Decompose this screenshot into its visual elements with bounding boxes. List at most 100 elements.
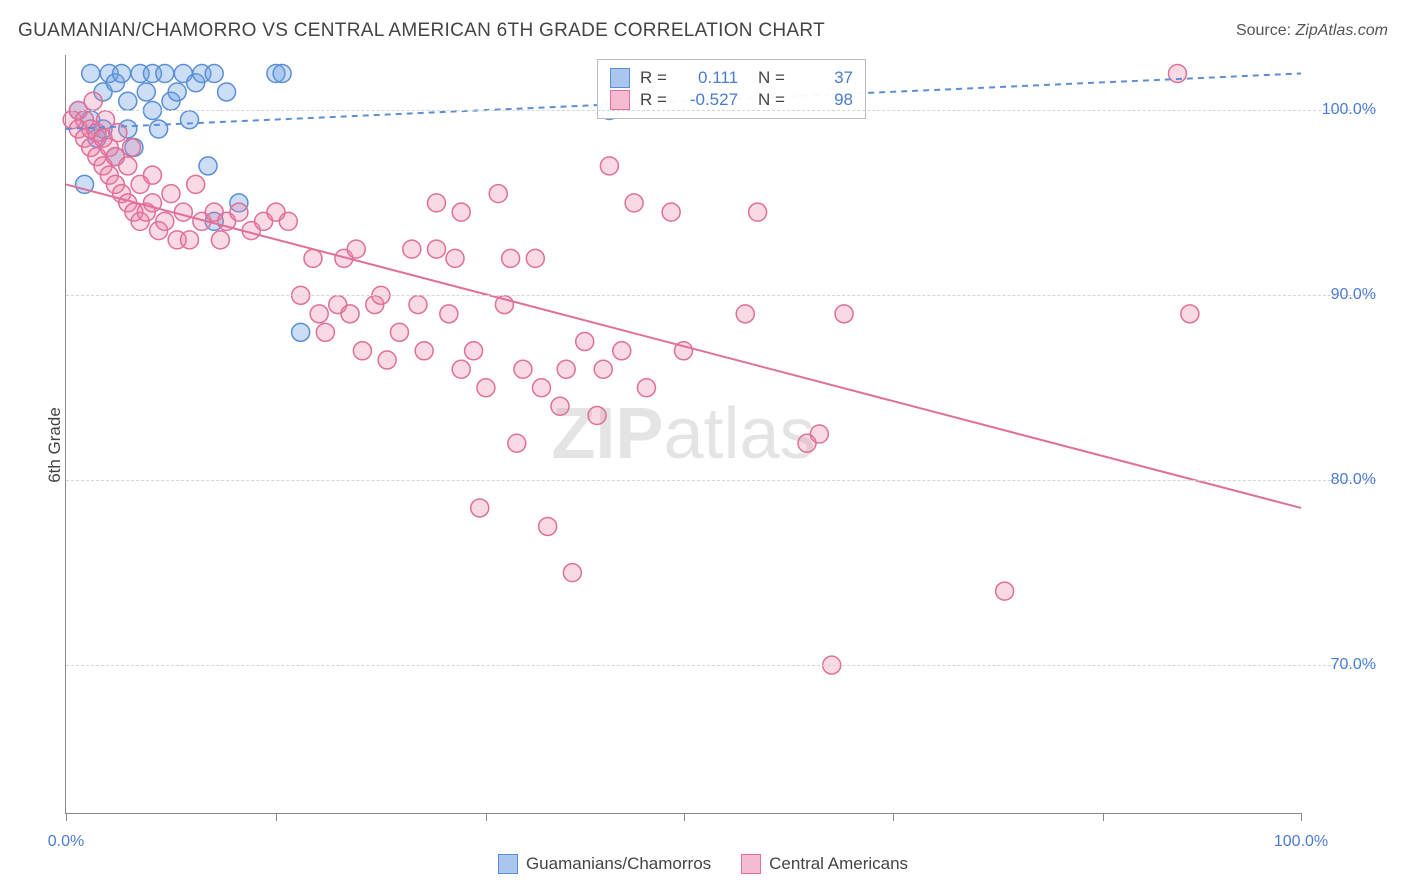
x-tick (66, 813, 67, 821)
source-value: ZipAtlas.com (1296, 22, 1388, 39)
data-point (594, 360, 612, 378)
y-tick-label: 100.0% (1306, 101, 1376, 119)
x-tick (1103, 813, 1104, 821)
data-point (119, 92, 137, 110)
data-point (304, 249, 322, 267)
data-point (446, 249, 464, 267)
data-point (84, 92, 102, 110)
data-point (465, 342, 483, 360)
legend-label: Guamanians/Chamorros (526, 854, 711, 874)
data-point (508, 434, 526, 452)
data-point (150, 120, 168, 138)
data-point (428, 240, 446, 258)
data-point (600, 157, 618, 175)
legend-item: Guamanians/Chamorros (498, 854, 711, 874)
data-point (749, 203, 767, 221)
data-point (625, 194, 643, 212)
data-point (514, 360, 532, 378)
r-value: 0.111 (680, 68, 738, 88)
data-point (187, 175, 205, 193)
data-point (181, 111, 199, 129)
data-point (156, 64, 174, 82)
r-value: -0.527 (680, 90, 738, 110)
source-attribution: Source: ZipAtlas.com (1236, 22, 1388, 40)
data-point (588, 407, 606, 425)
data-point (211, 231, 229, 249)
legend-swatch (610, 68, 630, 88)
gridline (66, 110, 1376, 111)
data-point (637, 379, 655, 397)
data-point (526, 249, 544, 267)
data-point (428, 194, 446, 212)
data-point (82, 64, 100, 82)
n-label: N = (758, 90, 785, 110)
data-point (557, 360, 575, 378)
legend-swatch (610, 90, 630, 110)
y-tick-label: 70.0% (1306, 656, 1376, 674)
data-point (996, 582, 1014, 600)
data-point (613, 342, 631, 360)
data-point (119, 157, 137, 175)
data-point (353, 342, 371, 360)
data-point (662, 203, 680, 221)
data-point (122, 138, 140, 156)
data-point (378, 351, 396, 369)
data-point (279, 212, 297, 230)
n-value: 37 (795, 68, 853, 88)
data-point (489, 185, 507, 203)
plot-area: ZIPatlas R =0.111N =37R =-0.527N =98 70.… (65, 55, 1301, 814)
data-point (292, 323, 310, 341)
y-axis-label: 6th Grade (45, 407, 65, 483)
data-point (347, 240, 365, 258)
data-point (316, 323, 334, 341)
gridline (66, 665, 1376, 666)
data-point (273, 64, 291, 82)
bottom-legend: Guamanians/Chamorros Central Americans (0, 854, 1406, 874)
data-point (162, 185, 180, 203)
data-point (174, 203, 192, 221)
source-label: Source: (1236, 22, 1291, 39)
data-point (810, 425, 828, 443)
y-tick-label: 80.0% (1306, 471, 1376, 489)
x-tick (1301, 813, 1302, 821)
data-point (1181, 305, 1199, 323)
data-point (736, 305, 754, 323)
data-point (143, 166, 161, 184)
x-tick (684, 813, 685, 821)
data-point (551, 397, 569, 415)
data-point (403, 240, 421, 258)
chart-title: GUAMANIAN/CHAMORRO VS CENTRAL AMERICAN 6… (18, 20, 825, 42)
data-point (181, 231, 199, 249)
r-label: R = (640, 90, 670, 110)
data-point (539, 517, 557, 535)
x-tick-label: 100.0% (1274, 833, 1328, 851)
data-point (230, 203, 248, 221)
gridline (66, 480, 1376, 481)
y-tick-label: 90.0% (1306, 286, 1376, 304)
data-point (477, 379, 495, 397)
data-point (113, 64, 131, 82)
data-point (452, 360, 470, 378)
data-point (205, 64, 223, 82)
data-point (218, 83, 236, 101)
data-point (341, 305, 359, 323)
data-point (137, 83, 155, 101)
n-value: 98 (795, 90, 853, 110)
data-point (452, 203, 470, 221)
stats-row: R = -0.527 N = 98 (610, 90, 853, 110)
legend-label: Central Americans (769, 854, 908, 874)
x-tick (486, 813, 487, 821)
data-point (310, 305, 328, 323)
x-tick (893, 813, 894, 821)
stats-row: R =0.111N =37 (610, 68, 853, 88)
data-point (390, 323, 408, 341)
x-tick (276, 813, 277, 821)
n-label: N = (758, 68, 785, 88)
data-point (415, 342, 433, 360)
data-point (440, 305, 458, 323)
gridline (66, 295, 1376, 296)
data-point (502, 249, 520, 267)
chart-svg (66, 55, 1301, 813)
legend-swatch (498, 854, 518, 874)
data-point (576, 333, 594, 351)
